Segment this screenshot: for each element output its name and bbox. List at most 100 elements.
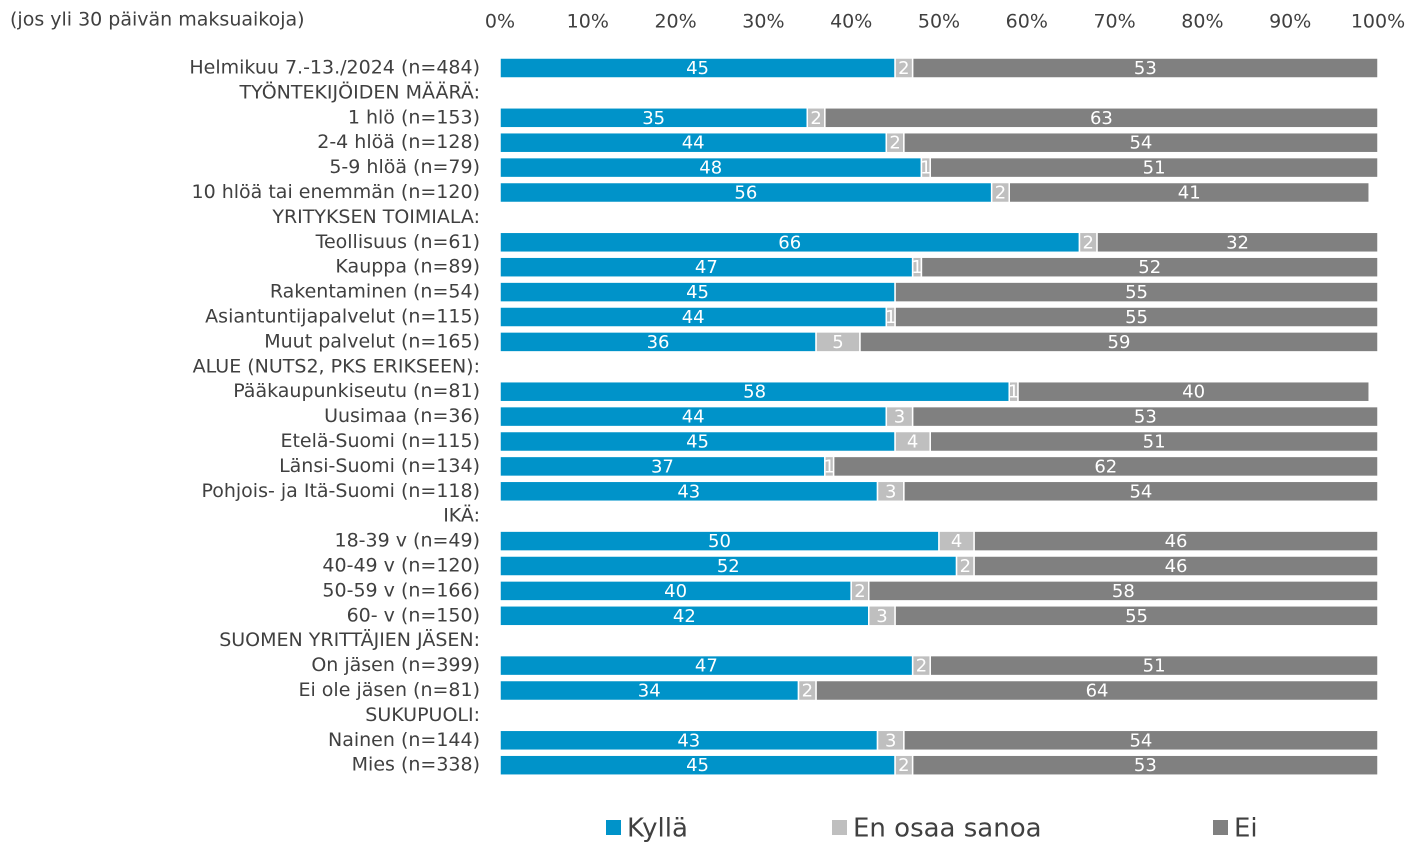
x-tick-label: 100%	[1351, 11, 1405, 33]
bar-segment	[973, 555, 1379, 577]
category-label: Uusimaa (n=36)	[324, 405, 480, 427]
data-label: 5	[832, 332, 843, 353]
data-label: 1	[920, 158, 931, 179]
data-label: 51	[1143, 432, 1166, 453]
data-label: 51	[1143, 656, 1166, 677]
data-label: 50	[708, 531, 731, 552]
data-label: 44	[682, 133, 705, 154]
category-label: Kauppa (n=89)	[335, 256, 480, 278]
data-label: 2	[995, 183, 1006, 204]
category-label: Pääkaupunkiseutu (n=81)	[233, 380, 480, 402]
bar-segment	[929, 430, 1379, 453]
category-label: Ei ole jäsen (n=81)	[298, 679, 480, 701]
bar-segment	[868, 580, 1379, 602]
category-label: YRITYKSEN TOIMIALA:	[271, 206, 480, 228]
legend-label: En osaa sanoa	[853, 814, 1042, 842]
bar-segment	[832, 455, 1379, 478]
category-label: 5-9 hlöä (n=79)	[329, 156, 480, 178]
bar-segment	[903, 480, 1379, 503]
data-label: 37	[651, 456, 674, 477]
data-label: 47	[695, 656, 718, 677]
data-label: 45	[686, 755, 709, 776]
data-label: 40	[1182, 382, 1205, 403]
category-label: Pohjois- ja Itä-Suomi (n=118)	[201, 480, 480, 502]
category-label: SUKUPUOLI:	[365, 704, 480, 726]
bar-segment	[903, 131, 1379, 154]
category-label: 60- v (n=150)	[347, 604, 480, 626]
data-label: 62	[1094, 456, 1117, 477]
category-label: Etelä-Suomi (n=115)	[280, 430, 480, 452]
category-label: IKÄ:	[443, 504, 480, 527]
data-label: 45	[686, 432, 709, 453]
data-label: 45	[686, 282, 709, 303]
data-label: 56	[734, 183, 757, 204]
data-label: 3	[885, 481, 896, 502]
bar-segment	[911, 57, 1379, 79]
bar-segment	[929, 156, 1379, 179]
data-label: 58	[743, 382, 766, 403]
x-tick-label: 60%	[1006, 11, 1048, 33]
legend-swatch	[1213, 820, 1228, 835]
data-label: 2	[802, 681, 813, 702]
bar-segment	[903, 729, 1379, 752]
data-label: 3	[894, 407, 905, 428]
category-label: On jäsen (n=399)	[311, 654, 480, 676]
bar-segment	[824, 107, 1379, 129]
data-label: 55	[1125, 282, 1148, 303]
data-label: 46	[1165, 556, 1188, 577]
data-label: 51	[1143, 158, 1166, 179]
data-label: 47	[695, 257, 718, 278]
category-label: 50-59 v (n=166)	[322, 579, 480, 601]
category-label: TYÖNTEKIJÖIDEN MÄÄRÄ:	[239, 80, 480, 103]
x-tick-label: 10%	[567, 11, 609, 33]
data-label: 53	[1134, 407, 1157, 428]
data-label: 63	[1090, 108, 1113, 129]
bar-segment	[1017, 380, 1370, 403]
data-label: 2	[960, 556, 971, 577]
x-tick-label: 50%	[918, 11, 960, 33]
category-label: Länsi-Suomi (n=134)	[279, 455, 480, 477]
category-label: SUOMEN YRITTÄJIEN JÄSEN:	[219, 628, 480, 651]
data-label: 45	[686, 58, 709, 79]
data-label: 2	[854, 581, 865, 602]
category-label: Muut palvelut (n=165)	[264, 330, 480, 352]
bar-segment	[1008, 181, 1370, 204]
bar-segment	[929, 654, 1379, 677]
data-label: 1	[824, 456, 835, 477]
data-label: 41	[1178, 183, 1201, 204]
category-label: 2-4 hlöä (n=128)	[317, 131, 480, 153]
data-label: 46	[1165, 531, 1188, 552]
data-label: 54	[1129, 481, 1152, 502]
category-label: Nainen (n=144)	[328, 729, 480, 751]
data-label: 4	[907, 432, 918, 453]
data-label: 32	[1226, 232, 1249, 253]
x-tick-label: 80%	[1181, 11, 1223, 33]
x-tick-label: 0%	[485, 11, 515, 33]
bar-segment	[859, 331, 1379, 353]
data-label: 55	[1125, 606, 1148, 627]
data-label: 58	[1112, 581, 1135, 602]
data-label: 2	[898, 58, 909, 79]
data-label: 52	[1138, 257, 1161, 278]
bar-segment	[894, 605, 1379, 627]
category-label: 40-49 v (n=120)	[322, 555, 480, 577]
bar-segment	[894, 281, 1379, 303]
bar-segment	[1096, 231, 1379, 254]
data-label: 43	[677, 730, 700, 751]
category-label: Asiantuntijapalvelut (n=115)	[205, 306, 480, 328]
category-label: Mies (n=338)	[352, 754, 480, 776]
data-label: 54	[1129, 730, 1152, 751]
bar-segment	[815, 679, 1379, 702]
data-label: 34	[638, 681, 661, 702]
data-label: 54	[1129, 133, 1152, 154]
x-tick-label: 70%	[1093, 11, 1135, 33]
data-label: 2	[889, 133, 900, 154]
data-label: 66	[778, 232, 801, 253]
data-label: 35	[642, 108, 665, 129]
subtitle: (jos yli 30 päivän maksuaikoja)	[10, 9, 305, 31]
legend-label: Kyllä	[627, 814, 688, 842]
x-tick-label: 40%	[830, 11, 872, 33]
x-tick-label: 30%	[742, 11, 784, 33]
data-label: 44	[682, 307, 705, 328]
